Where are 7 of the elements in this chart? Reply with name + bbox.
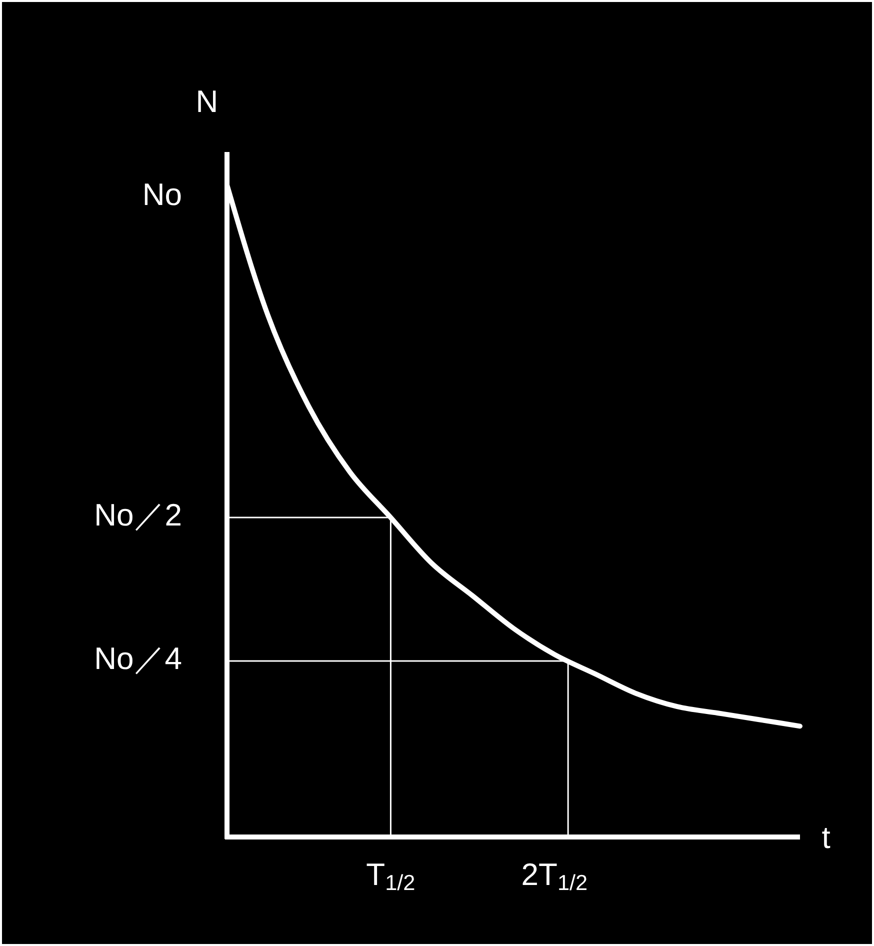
y-axis-title: N [196,84,218,119]
ref-line-label: No／4 [94,641,182,676]
text: No [142,177,182,212]
x-tick-label: 2T$_{1/2}$ [521,857,588,896]
x-axis-title: t [822,820,831,855]
x-tick-label: T$_{1/2}$ [366,857,416,896]
ref-line-label: No／2 [94,498,182,533]
